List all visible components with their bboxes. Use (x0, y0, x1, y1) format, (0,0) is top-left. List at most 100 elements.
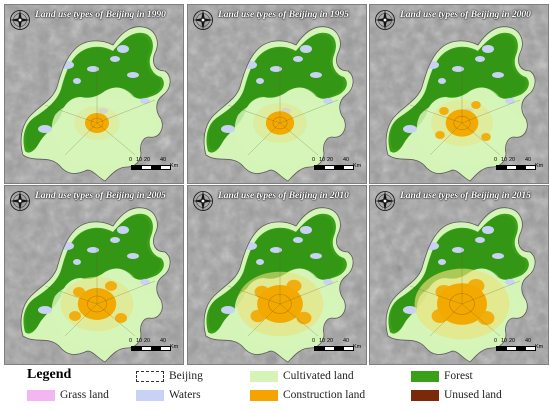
water-patch (475, 56, 485, 62)
scale-tick-label: 40 (160, 157, 167, 163)
land-use-map (188, 5, 366, 183)
legend-label-cultivated: Cultivated land (283, 370, 354, 382)
water-patch (438, 259, 446, 265)
district-boundary (461, 280, 521, 305)
construction-satellite (435, 285, 453, 299)
unused-swatch (411, 389, 439, 401)
reservoir (300, 226, 312, 234)
district-boundary (44, 285, 98, 305)
forest-area (206, 32, 347, 153)
scale-tick-label: 40 (525, 338, 532, 344)
scale-tick-label: 20 (144, 338, 151, 344)
legend-label-waters: Waters (169, 389, 201, 401)
reservoir (482, 226, 494, 234)
legend-item-beijing: Beijing (136, 369, 203, 383)
water-patch (293, 56, 303, 62)
forest-area (23, 32, 164, 153)
district-boundary (409, 285, 463, 305)
legend-label-grass: Grass land (60, 389, 109, 401)
map-title: Land use types of Beijing in 2015 (400, 191, 531, 201)
scale-bar-segments (131, 165, 171, 170)
legend-item-grass: Grass land (27, 388, 109, 402)
scale-unit: Km (535, 163, 544, 169)
scale-tick-label: 40 (343, 157, 350, 163)
district-boundary (96, 122, 136, 156)
construction-satellite (73, 287, 85, 297)
scale-tick-label: 20 (509, 338, 516, 344)
cultivated-swatch (250, 370, 278, 382)
water-patch (87, 247, 99, 253)
scale-bar-segments (314, 346, 354, 351)
district-boundary (429, 303, 463, 337)
district-boundary (279, 280, 339, 305)
water-patch (38, 125, 52, 133)
water-patch (110, 56, 120, 62)
map-panel: Land use types of Beijing in 2005 0 10 20 40… (4, 185, 184, 365)
land-use-map (370, 5, 548, 183)
water-patch (38, 306, 52, 314)
map-title: Land use types of Beijing in 2010 (218, 191, 349, 201)
scale-bar: 0 10 20 40 Km (129, 338, 179, 358)
scale-bar-segments (496, 165, 536, 170)
water-patch (110, 237, 120, 243)
water-patch (256, 259, 264, 265)
reservoir (117, 45, 129, 53)
beijing-boundary (203, 26, 354, 182)
legend-item-cultivated: Cultivated land (250, 369, 354, 383)
district-boundary (96, 303, 136, 337)
water-patch (270, 66, 282, 72)
legend-item-construction: Construction land (250, 388, 365, 402)
scale-tick-label: 0 (129, 157, 133, 163)
scale-tick-label: 10 (319, 338, 326, 344)
water-patch (475, 237, 485, 243)
water-patch (98, 108, 108, 114)
scale-bar: 0 10 20 40 Km (494, 338, 544, 358)
district-boundary (461, 99, 521, 124)
district-boundary (96, 280, 156, 305)
scale-unit: Km (170, 163, 179, 169)
north-arrow-icon (193, 10, 213, 30)
forest-shading (208, 34, 344, 150)
construction-satellite (254, 285, 270, 299)
water-patch (87, 66, 99, 72)
district-boundary (279, 99, 339, 124)
district-boundary (461, 303, 501, 337)
water-patch (452, 66, 464, 72)
north-arrow-icon (193, 191, 213, 211)
scale-tick-label: 10 (319, 157, 326, 163)
water-patch (221, 125, 235, 133)
scale-tick-label: 20 (327, 338, 334, 344)
district-boundary (64, 303, 98, 337)
beijing-landuse (21, 26, 171, 182)
north-arrow-icon (375, 191, 395, 211)
scale-bar-segments (314, 165, 354, 170)
construction-satellite (250, 309, 266, 323)
beijing-boundary-swatch (136, 370, 164, 382)
forest-swatch (411, 370, 439, 382)
district-boundary (279, 303, 319, 337)
water-patch (492, 253, 504, 259)
scale-tick-label: 0 (494, 338, 498, 344)
scale-tick-label: 10 (136, 157, 143, 163)
map-title: Land use types of Beijing in 2005 (35, 191, 166, 201)
reservoir (300, 45, 312, 53)
water-patch (403, 125, 417, 133)
construction-satellite (439, 107, 449, 115)
water-patch (140, 98, 150, 104)
district-boundary (247, 303, 281, 337)
north-arrow-icon (10, 10, 30, 30)
construction-satellite (477, 311, 495, 325)
forest-area (23, 213, 164, 334)
construction-satellite (471, 101, 481, 109)
water-patch (438, 78, 446, 84)
district-boundary (429, 122, 463, 156)
map-panel: Land use types of Beijing in 2010 0 10 20 40… (187, 185, 367, 365)
grass-swatch (27, 389, 55, 401)
construction-satellite (115, 313, 127, 323)
map-panel: Land use types of Beijing in 2000 0 10 20 40… (369, 4, 549, 184)
land-use-map (188, 186, 366, 364)
water-patch (505, 98, 515, 104)
reservoir (482, 45, 494, 53)
legend-title: Legend (27, 367, 72, 382)
district-boundary (44, 104, 98, 124)
